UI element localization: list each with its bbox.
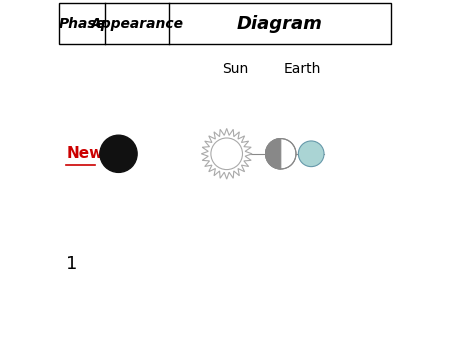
Text: Phase: Phase [58,17,106,31]
Circle shape [266,139,296,169]
Circle shape [211,138,243,170]
Wedge shape [266,139,281,169]
Circle shape [298,141,324,167]
Circle shape [100,135,137,172]
Polygon shape [201,128,252,179]
Text: Earth: Earth [284,62,321,76]
Text: New: New [66,146,104,161]
FancyBboxPatch shape [59,3,391,44]
Text: Diagram: Diagram [237,15,323,33]
Text: Sun: Sun [222,62,248,76]
Text: Appearance: Appearance [90,17,184,31]
Text: 1: 1 [66,255,77,273]
